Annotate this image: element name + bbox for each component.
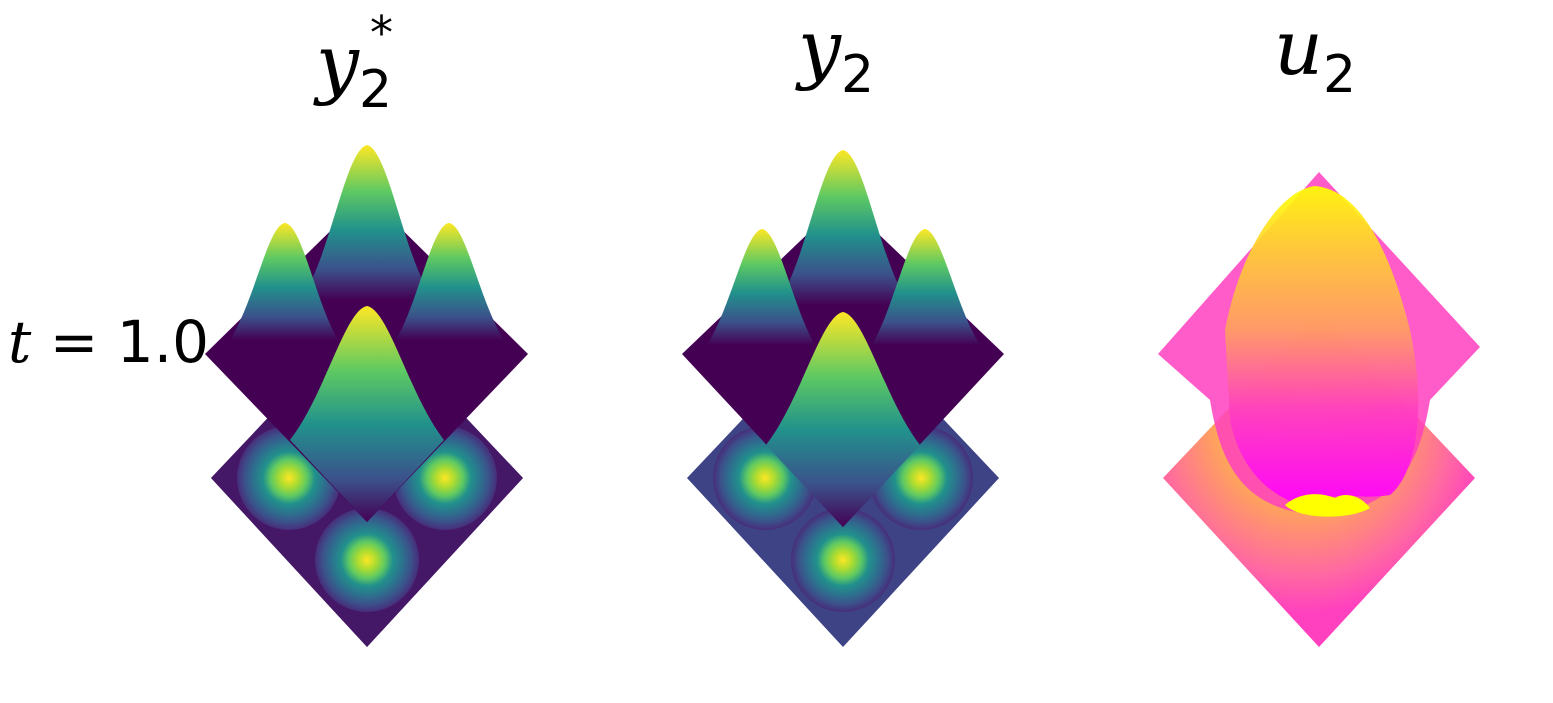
panel-title-y2: y2 [798, 10, 874, 102]
time-row-label: t = 1.0 [8, 308, 209, 376]
surface-ridge [1285, 494, 1370, 517]
peak-left [230, 223, 338, 340]
title-base: y [316, 18, 359, 107]
peak-left [707, 229, 815, 345]
panel-u2 [1158, 172, 1480, 647]
title-base: u [1274, 3, 1323, 92]
time-value: 1.0 [116, 308, 210, 376]
peak-back [300, 145, 434, 300]
panel-title-y2-star: y2* [316, 10, 393, 116]
contour-peak-front [791, 508, 895, 612]
title-subscript: 2 [840, 45, 875, 105]
title-base: y [798, 3, 841, 92]
peak-back [776, 150, 910, 305]
title-superscript: * [370, 6, 394, 60]
peak-front [766, 312, 920, 527]
panel-y2 [682, 150, 1004, 647]
contour-peak-front [315, 508, 419, 612]
surface-bump [1225, 186, 1419, 505]
title-subscript: 2 [358, 60, 393, 120]
time-equals: = [31, 308, 117, 376]
peak-right [396, 223, 504, 340]
peak-right [872, 229, 980, 345]
time-variable: t [8, 308, 32, 376]
panel-title-u2: u2 [1274, 10, 1356, 102]
panel-y2-star [205, 145, 528, 647]
title-subscript: 2 [1322, 45, 1357, 105]
peak-front [290, 306, 444, 522]
